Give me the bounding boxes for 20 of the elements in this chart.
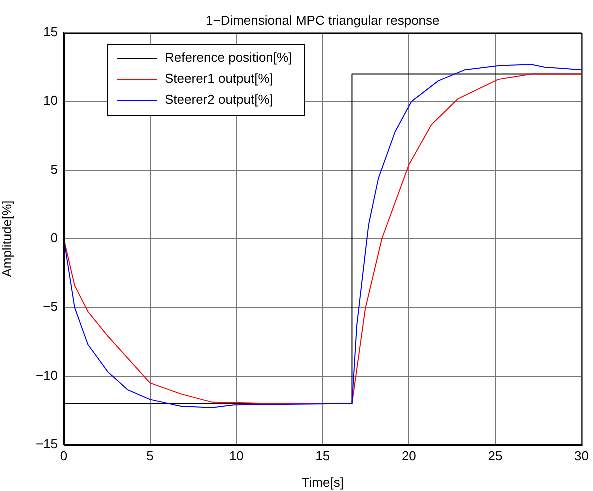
x-tick-label: 0	[60, 448, 68, 464]
y-tick-label: 15	[44, 24, 58, 40]
x-tick-label: 25	[488, 448, 503, 464]
y-axis-title: Amplitude[%]	[0, 200, 14, 278]
y-tick-label: −15	[36, 436, 58, 452]
legend-label: Steerer2 output[%]	[165, 92, 274, 108]
x-tick-label: 30	[574, 448, 590, 464]
x-tick-label: 15	[316, 448, 330, 464]
legend-label: Steerer1 output[%]	[165, 71, 274, 86]
y-tick-label: −5	[43, 299, 58, 314]
y-tick-label: 10	[44, 93, 58, 108]
y-tick-label: −10	[36, 368, 58, 383]
x-axis-title: Time[s]	[302, 474, 344, 490]
x-tick-label: 20	[402, 448, 416, 464]
x-tick-label: 10	[229, 448, 244, 464]
y-tick-label: 0	[50, 230, 58, 246]
chart-title: 1−Dimensional MPC triangular response	[206, 13, 440, 28]
x-tick-label: 5	[146, 448, 154, 464]
y-tick-label: 5	[50, 162, 58, 177]
legend-label: Reference position[%]	[165, 50, 292, 66]
